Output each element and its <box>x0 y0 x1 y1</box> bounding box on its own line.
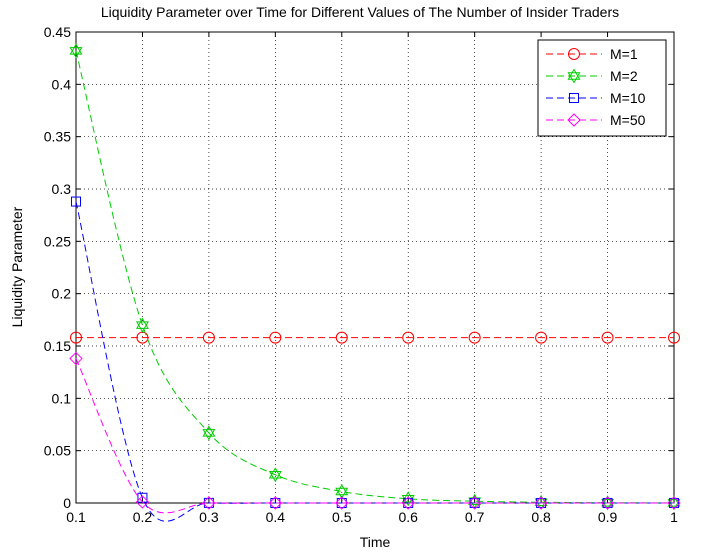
data-point-m-1 <box>70 331 82 344</box>
grid <box>76 32 674 503</box>
y-tick-label: 0.1 <box>52 390 72 406</box>
data-point-m-1 <box>269 331 282 344</box>
data-point-m-50 <box>401 496 415 510</box>
x-tick-label: 1 <box>670 509 678 525</box>
series-m-1 <box>70 331 680 344</box>
y-tick-label: 0.2 <box>52 286 72 302</box>
axes-ticks: 0.1 0.2 0.3 0.4 0.5 0.6 0.7 0.8 0.9 1 0 0.05 0.1 0.15… <box>44 24 678 525</box>
legend-label: M=1 <box>610 46 638 62</box>
x-tick-label: 0.8 <box>531 509 551 525</box>
y-tick-label: 0.3 <box>52 181 72 197</box>
data-point-m-2 <box>667 495 681 511</box>
data-point-m-2 <box>202 425 216 441</box>
y-tick-label: 0.15 <box>44 338 71 354</box>
data-point-m-2 <box>268 467 282 483</box>
data-point-m-1 <box>468 331 481 344</box>
y-axis-title: Liquidity Parameter <box>9 206 25 327</box>
data-point-m-50 <box>467 496 482 510</box>
data-point-m-1 <box>601 331 614 344</box>
y-tick-label: 0.4 <box>52 76 72 92</box>
x-tick-label: 0.4 <box>266 509 286 525</box>
x-tick-label: 0.7 <box>465 509 485 525</box>
data-point-m-50 <box>69 351 83 366</box>
data-point-m-50 <box>667 496 681 510</box>
y-tick-label: 0.35 <box>44 129 71 145</box>
data-point-m-50 <box>268 496 283 510</box>
data-point-m-1 <box>535 331 548 344</box>
y-tick-label: 0 <box>63 495 71 511</box>
data-point-m-50 <box>534 496 548 510</box>
data-point-m-50 <box>202 496 216 510</box>
data-point-m-1 <box>202 331 215 344</box>
data-point-m-50 <box>335 496 349 510</box>
x-axis-title: Time <box>360 534 391 550</box>
legend-label: M=2 <box>610 68 638 84</box>
legend: M=1 M=2 M=10 M=50 <box>537 39 667 137</box>
x-tick-label: 0.2 <box>133 509 153 525</box>
series-m-50 <box>69 351 681 514</box>
data-point-m-10 <box>71 196 81 207</box>
x-tick-label: 0.9 <box>598 509 618 525</box>
data-point-m-1 <box>668 331 680 344</box>
x-tick-label: 0.3 <box>199 509 219 525</box>
chart-title: Liquidity Parameter over Time for Differ… <box>101 4 619 20</box>
x-tick-label: 0.5 <box>332 509 352 525</box>
legend-entry-m-2: M=2 <box>546 68 638 84</box>
data-point-m-50 <box>135 495 150 509</box>
x-tick-label: 0.1 <box>66 509 86 525</box>
series-group <box>69 43 681 522</box>
y-tick-label: 0.05 <box>44 443 71 459</box>
legend-marker <box>567 68 581 84</box>
legend-marker <box>567 113 581 127</box>
data-point-m-2 <box>135 317 149 333</box>
data-point-m-2 <box>601 495 615 511</box>
legend-marker <box>569 93 579 103</box>
data-point-m-2 <box>335 483 349 499</box>
data-point-m-2 <box>534 494 548 510</box>
data-point-m-10 <box>669 498 679 508</box>
legend-marker <box>568 48 580 60</box>
data-point-m-2 <box>69 43 83 59</box>
series-m-10 <box>71 196 679 522</box>
data-point-m-1 <box>335 331 348 344</box>
legend-entry-m-50: M=50 <box>546 112 646 128</box>
data-point-m-1 <box>402 331 415 344</box>
y-tick-label: 0.25 <box>44 233 71 249</box>
legend-label: M=50 <box>610 112 646 128</box>
data-point-m-50 <box>600 496 615 510</box>
legend-entry-m-1: M=1 <box>546 46 638 62</box>
series-line-m-50 <box>75 358 674 514</box>
y-tick-label: 0.45 <box>44 24 71 40</box>
legend-label: M=10 <box>610 90 646 106</box>
x-tick-label: 0.6 <box>398 509 418 525</box>
series-line-m-10 <box>75 201 674 522</box>
legend-entry-m-10: M=10 <box>546 90 646 106</box>
